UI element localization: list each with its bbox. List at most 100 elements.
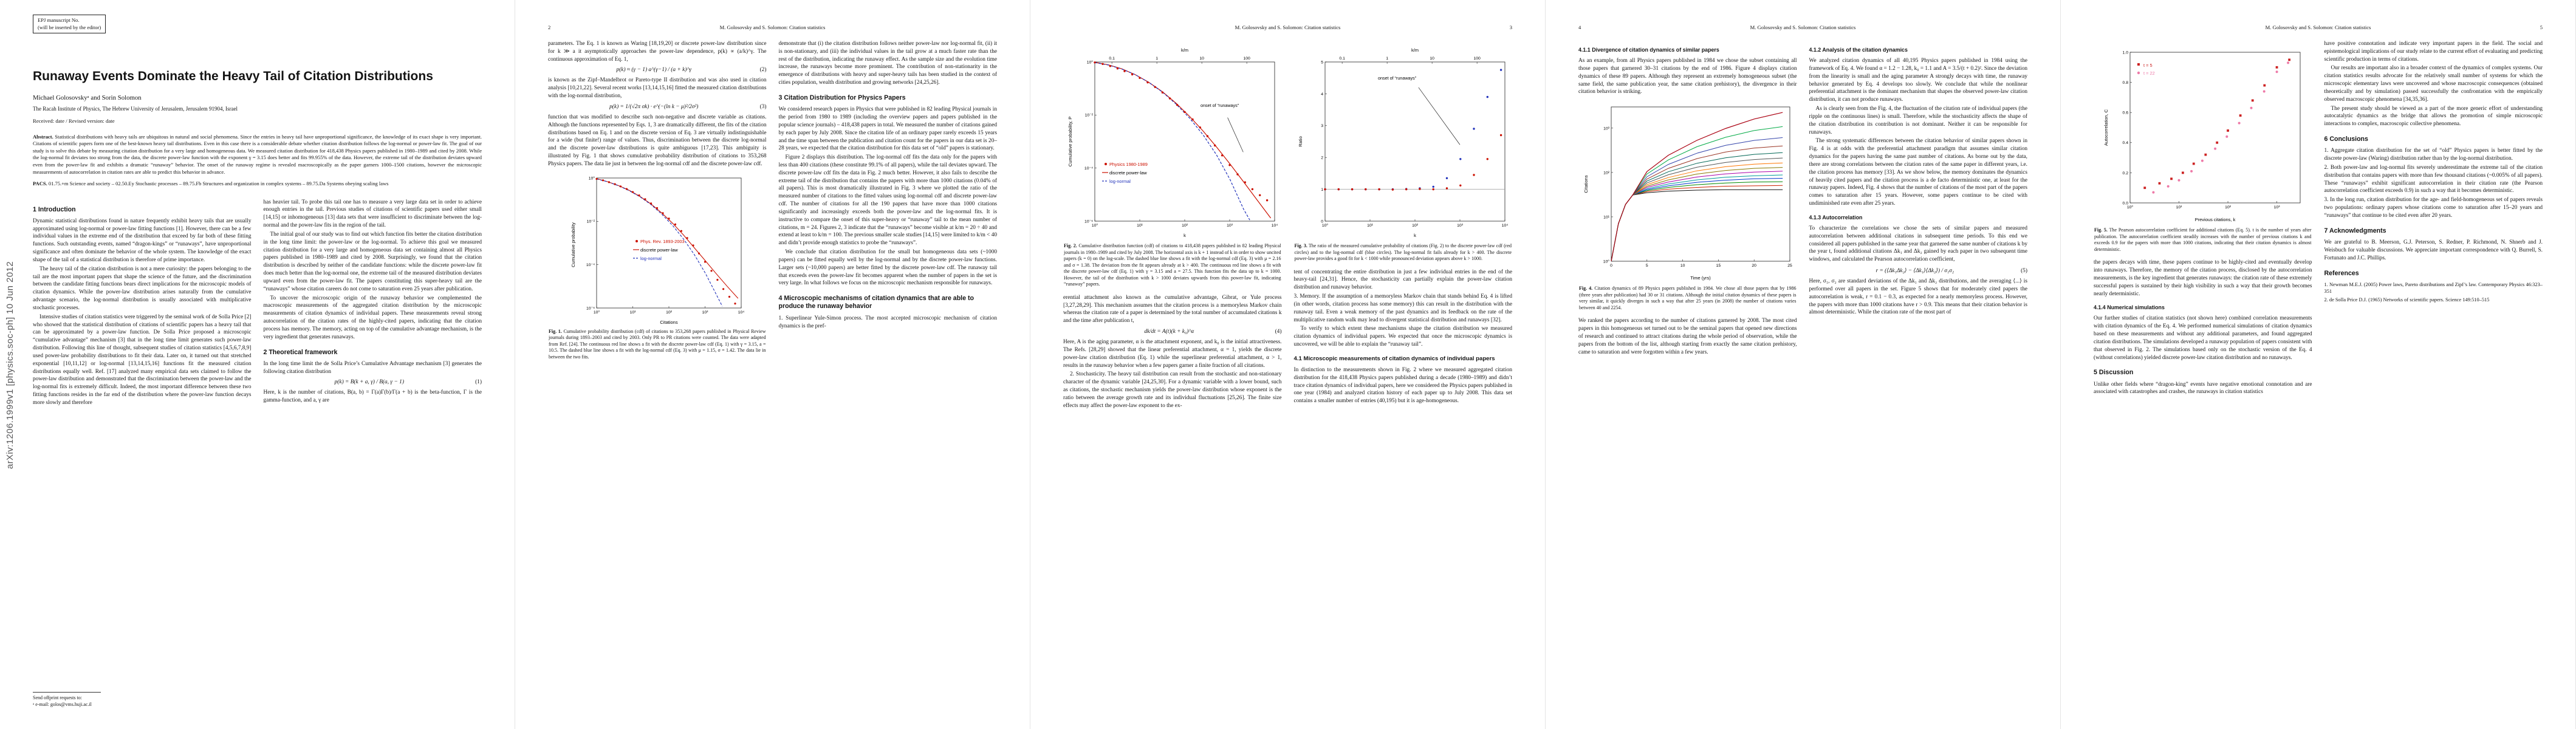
- svg-text:20: 20: [1752, 264, 1756, 268]
- section-heading-theory: 2 Theoretical framework: [263, 348, 338, 356]
- page-1: EPJ manuscript No. (will be inserted by …: [0, 0, 515, 729]
- figure-1-label: Fig. 1.: [549, 328, 562, 334]
- header-spacer: [975, 24, 997, 30]
- running-header: M. Golosovsky and S. Solomon: Citation s…: [2094, 24, 2543, 30]
- email-footnote: ᵃ e-mail: golos@vms.huji.ac.il: [33, 702, 92, 708]
- svg-text:10⁻⁴: 10⁻⁴: [1084, 166, 1093, 171]
- paragraph: We considered research papers in Physics…: [778, 106, 998, 152]
- page2-left-column: parameters. The Eq. 1 is known as Waring…: [548, 40, 767, 367]
- figure-2-label: Fig. 2.: [1064, 243, 1077, 248]
- header-spacer: [2094, 24, 2115, 30]
- page5-right-column: have positive connotation and indicate v…: [2324, 40, 2543, 397]
- equation-3-number: (3): [759, 103, 767, 110]
- page-3: M. Golosovsky and S. Solomon: Citation s…: [1030, 0, 1546, 729]
- authors: Michael Golosovskyᵃ and Sorin Solomon: [33, 94, 142, 101]
- arxiv-stamp: arXiv:1206.1999v1 [physics.soc-ph] 10 Ju…: [5, 261, 15, 469]
- paragraph: parameters. The Eq. 1 is known as Waring…: [548, 41, 767, 63]
- figure-2-chart: Cumulative probability, P k k/m Physics …: [1067, 47, 1278, 238]
- pacs: PACS. 01.75.+m Science and society – 02.…: [33, 180, 482, 188]
- fig5-xlabel: Previous citations, k: [2194, 217, 2235, 222]
- svg-text:25: 25: [1787, 264, 1792, 268]
- svg-text:0.4: 0.4: [2122, 141, 2128, 145]
- paragraph: The heavy tail of the citation distribut…: [33, 265, 252, 311]
- svg-text:10³: 10³: [702, 310, 708, 315]
- received-dates: Received: date / Revised version: date: [33, 117, 115, 124]
- figure-3-caption: Fig. 3. The ratio of the measured cumula…: [1295, 243, 1512, 262]
- equation-4-number: (4): [1275, 329, 1282, 335]
- paragraph: Our results are important also in a broa…: [2324, 65, 2543, 103]
- equation-2-number: (2): [759, 67, 767, 74]
- section-heading-autocorrelation: 4.1.3 Autocorrelation: [1809, 214, 1863, 221]
- running-title: M. Golosovsky and S. Solomon: Citation s…: [2265, 24, 2371, 30]
- fig4-ylabel: Citations: [1583, 175, 1589, 193]
- paragraph: Intensive studies of citation statistics…: [33, 313, 252, 406]
- svg-text:10²: 10²: [1603, 171, 1610, 176]
- figure-5-label: Fig. 5.: [2094, 227, 2108, 233]
- fig5-ylabel: Autocorrelation, C: [2103, 109, 2109, 146]
- fig5-legend-marker-t22: [2137, 71, 2140, 75]
- figure-3: Ratio k k/m 10⁰ 10¹ 10² 10³ 10⁴ 0.1 1 10 100 0 1 2 3…: [1294, 45, 1513, 241]
- equation-5-body: r = (⟨Δk₁Δk₂⟩ − ⟨Δk₁⟩⟨Δk₂⟩) / σ₁σ₂: [1875, 268, 1954, 275]
- svg-text:10⁴: 10⁴: [738, 310, 745, 315]
- svg-text:0: 0: [1321, 219, 1323, 224]
- svg-text:onset of “runaways”: onset of “runaways”: [1378, 75, 1417, 81]
- fig2-xlabel: k: [1184, 233, 1186, 238]
- svg-text:0: 0: [1610, 264, 1612, 268]
- paragraph: 1. Superlinear Yule-Simon process. The m…: [778, 315, 998, 329]
- equation-2: p(k) ≈ (γ − 1) a^(γ−1) / (a + k)^γ (2): [548, 67, 767, 73]
- fig5-legend-t5: t = 5: [2143, 63, 2153, 68]
- fig3-ylabel: Ratio: [1298, 136, 1303, 147]
- section-heading-acknowledgments: 7 Acknowledgments: [2324, 227, 2386, 234]
- paragraph: We analyzed citation dynamics of all 40,…: [1809, 58, 2028, 103]
- fig2-legend-powerlaw: discrete power-law: [1109, 170, 1147, 176]
- section-heading-conclusions: 6 Conclusions: [2324, 135, 2368, 143]
- svg-text:4: 4: [1321, 92, 1323, 97]
- fig1-legend-data: Phys. Rev. 1893-2003: [640, 239, 685, 244]
- svg-text:0.0: 0.0: [2122, 201, 2128, 205]
- paragraph: 3. Memory. If the assumption of a memory…: [1293, 293, 1513, 323]
- figure-3-label: Fig. 3.: [1294, 243, 1307, 248]
- page-number: 4: [1578, 24, 1581, 30]
- svg-text:100: 100: [1474, 56, 1481, 61]
- page-5: M. Golosovsky and S. Solomon: Citation s…: [2061, 0, 2576, 729]
- svg-text:10⁻²: 10⁻²: [1084, 114, 1093, 118]
- figure-5-chart: Autocorrelation, C Previous citations, k…: [2103, 50, 2301, 222]
- equation-4: dk/dt = A(t)(k + k₀)^α (4): [1063, 329, 1282, 335]
- equation-2-body: p(k) ≈ (γ − 1) a^(γ−1) / (a + k)^γ: [616, 67, 692, 74]
- svg-text:0.6: 0.6: [2122, 111, 2128, 115]
- figure-3-chart: Ratio k k/m 10⁰ 10¹ 10² 10³ 10⁴ 0.1 1 10 100 0 1 2 3…: [1298, 47, 1508, 238]
- fig1-legend-lognormal: log-normal: [640, 256, 662, 261]
- page4-left-column: 4.1.1 Divergence of citation dynamics of…: [1578, 40, 1797, 358]
- svg-text:10¹: 10¹: [1603, 216, 1610, 220]
- footnote-rule: [33, 692, 101, 693]
- fig1-xlabel: Citations: [660, 320, 677, 325]
- section-heading-micro-measurements: 4.1 Microscopic measurements of citation…: [1293, 355, 1495, 362]
- running-header: 2 M. Golosovsky and S. Solomon: Citation…: [548, 24, 997, 30]
- figure-4-chart: Citations Time (yrs) 0 5 10 15 20 25 10⁰ 10¹ 10²…: [1583, 106, 1792, 281]
- paragraph: In distinction to the measurements shown…: [1293, 366, 1513, 405]
- paragraph: the papers decays with time, these paper…: [2094, 259, 2312, 297]
- paragraph: have positive connotation and indicate v…: [2324, 41, 2543, 63]
- figure-2-caption-text: Cumulative distribution function (cdf) o…: [1064, 243, 1281, 287]
- svg-text:10²: 10²: [1412, 224, 1419, 228]
- svg-text:10⁴: 10⁴: [1272, 224, 1278, 228]
- page2-right-column: demonstrate that (i) the citation distri…: [779, 40, 998, 367]
- figure-4-caption-text: Citation dynamics of 89 Physics papers p…: [1579, 286, 1797, 310]
- svg-text:10⁰: 10⁰: [588, 176, 595, 180]
- page-title: Runaway Events Dominate the Heavy Tail o…: [33, 69, 433, 83]
- paragraph: tent of concentrating the entire distrib…: [1293, 269, 1513, 291]
- figure-4: Citations Time (yrs) 0 5 10 15 20 25 10⁰ 10¹ 10²…: [1578, 101, 1797, 283]
- svg-text:0.1: 0.1: [1340, 56, 1346, 61]
- paragraph: Our further studies of citation statisti…: [2094, 315, 2312, 361]
- page-number: 5: [2540, 24, 2543, 30]
- svg-text:10⁰: 10⁰: [1322, 224, 1329, 228]
- svg-text:2: 2: [1321, 156, 1323, 160]
- svg-text:10⁻⁴: 10⁻⁴: [586, 263, 595, 267]
- fig1-legend-marker-data: [635, 239, 638, 242]
- svg-text:5: 5: [1646, 264, 1648, 268]
- svg-text:10: 10: [1430, 56, 1435, 61]
- running-title: M. Golosovsky and S. Solomon: Citation s…: [1235, 24, 1341, 30]
- figure-5-caption: Fig. 5. The Pearson autocorrelation coef…: [2094, 227, 2312, 253]
- manuscript-no: EPJ manuscript No.: [38, 17, 80, 23]
